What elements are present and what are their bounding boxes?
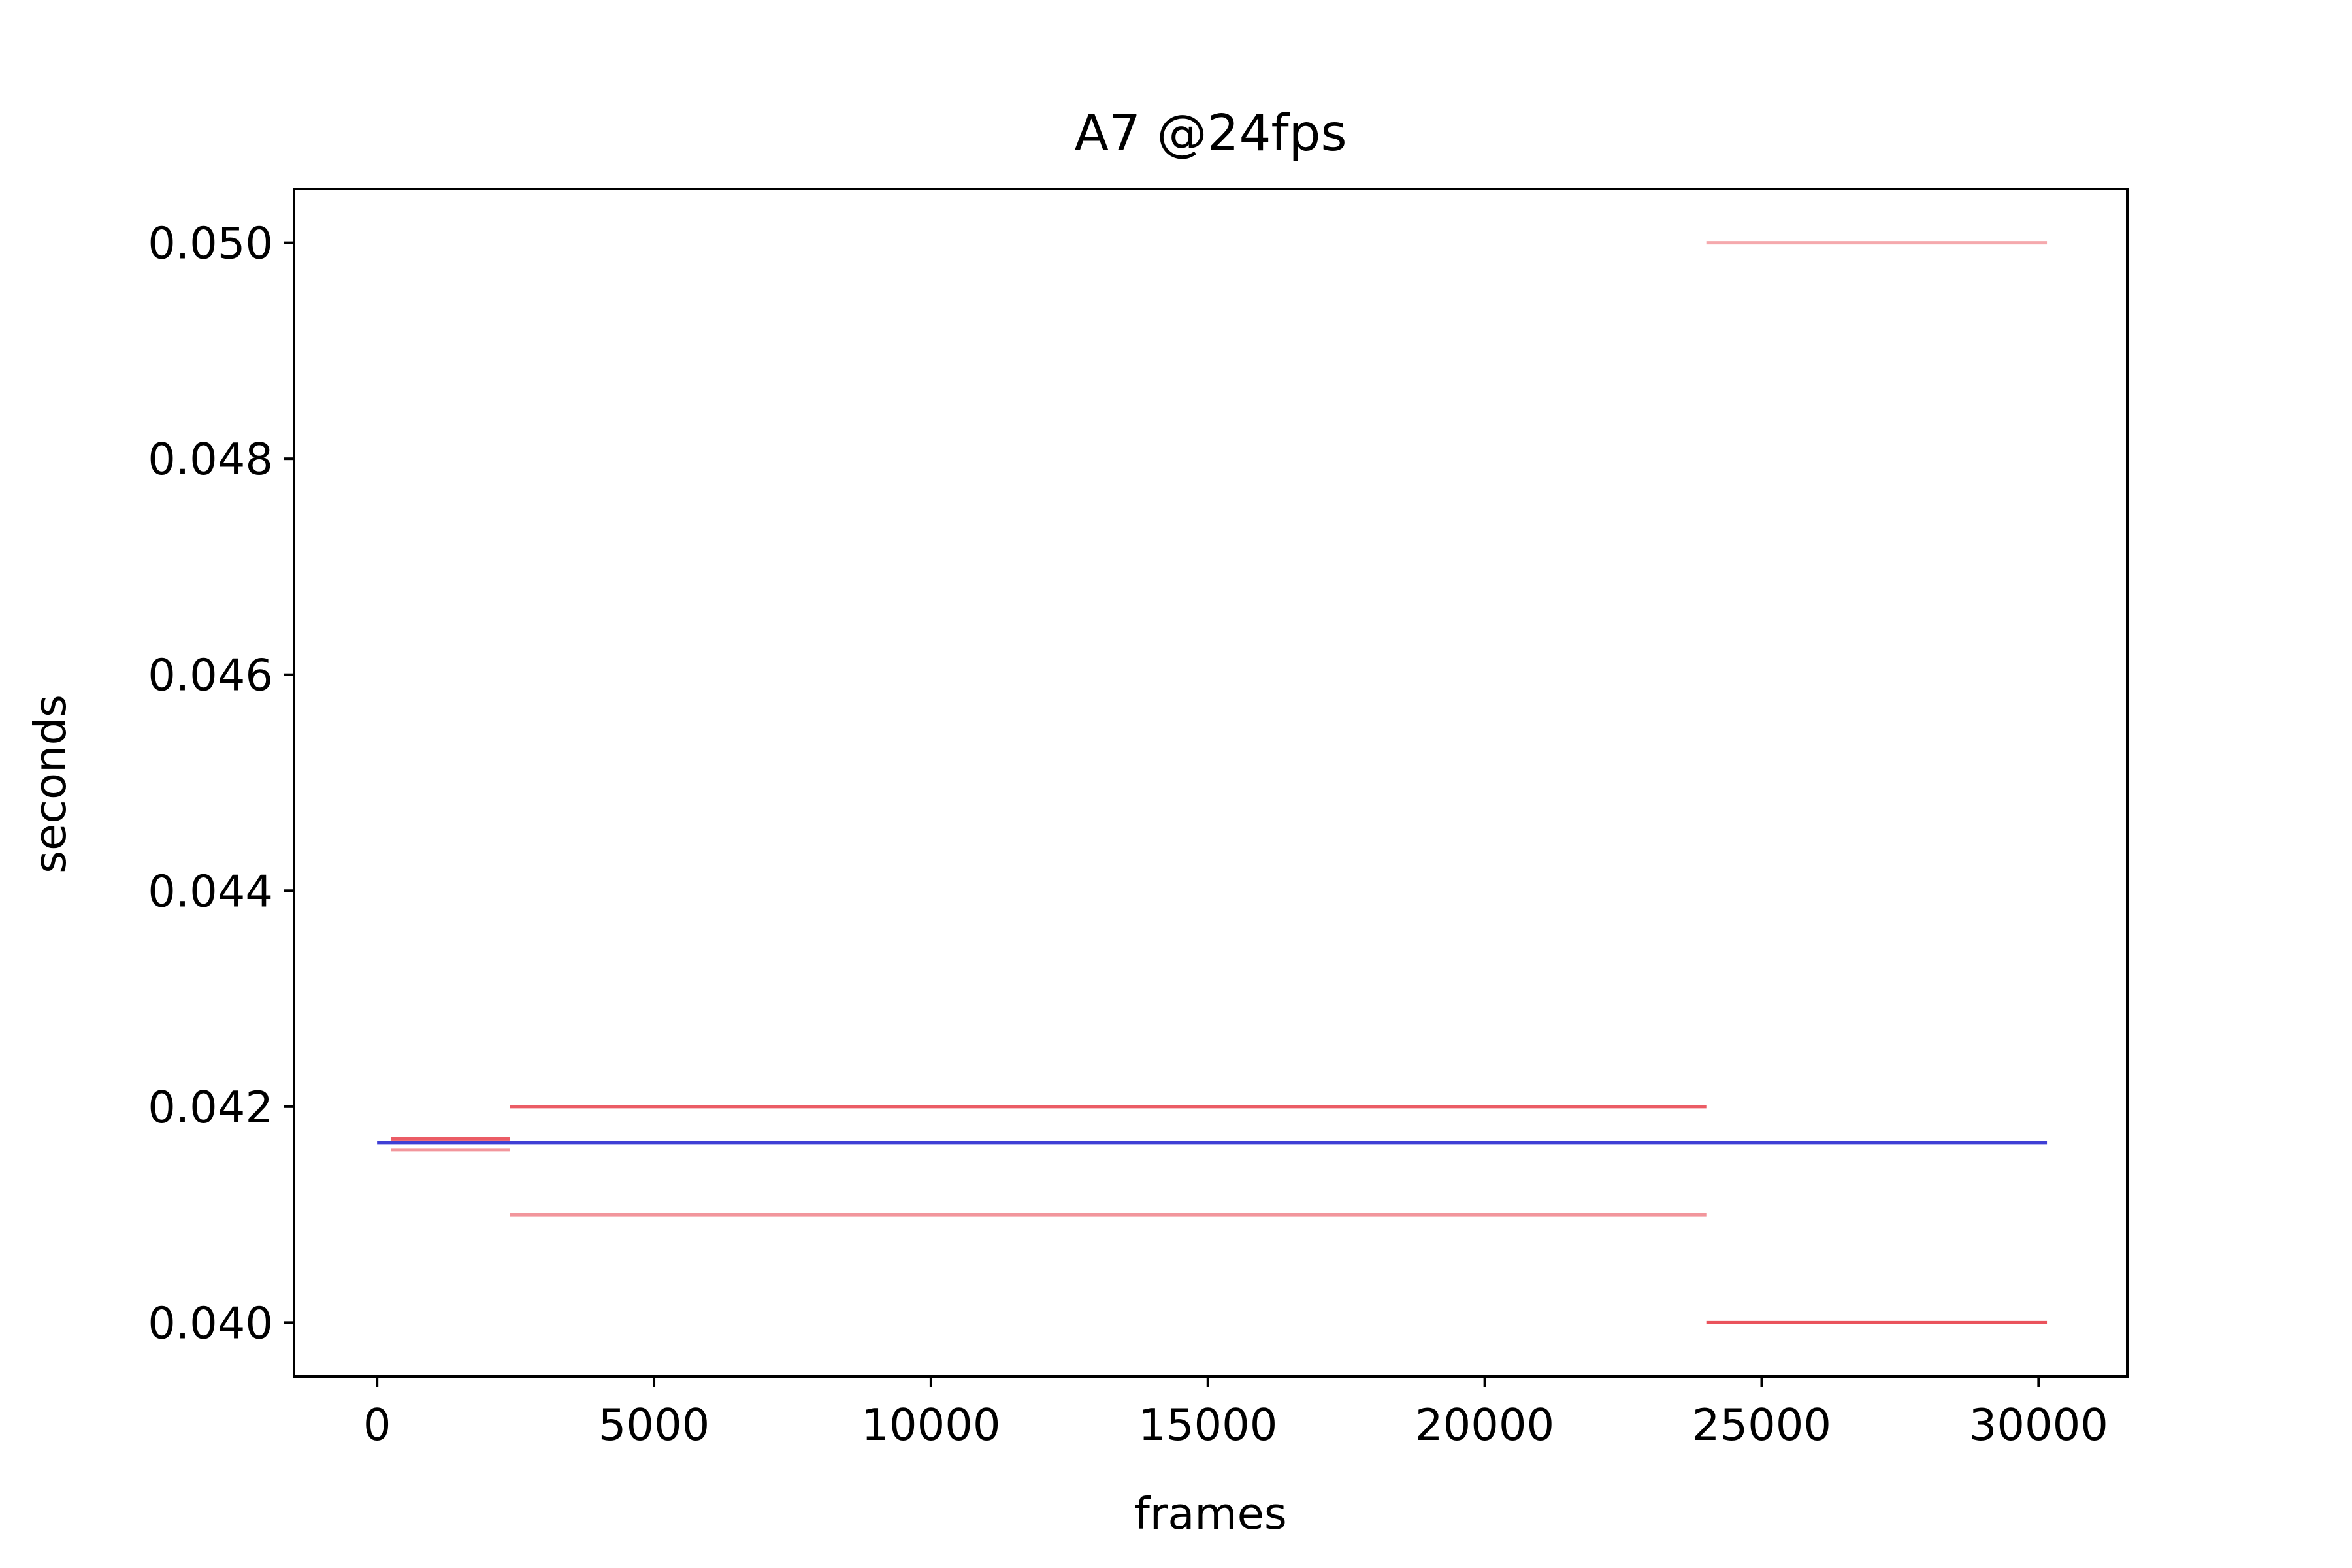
y-tick-label: 0.048 bbox=[148, 434, 273, 485]
y-tick-label: 0.050 bbox=[148, 218, 273, 269]
x-axis-label: frames bbox=[1134, 1488, 1287, 1539]
y-tick-label: 0.046 bbox=[148, 650, 273, 701]
y-axis-ticks: 0.040 0.042 0.044 0.046 0.048 0.050 bbox=[148, 218, 294, 1348]
y-tick-label: 0.040 bbox=[148, 1298, 273, 1348]
x-tick-label: 15000 bbox=[1138, 1399, 1277, 1450]
x-tick-label: 20000 bbox=[1415, 1399, 1554, 1450]
x-tick-label: 5000 bbox=[598, 1399, 710, 1450]
y-tick-label: 0.044 bbox=[148, 866, 273, 917]
chart-title: A7 @24fps bbox=[1074, 105, 1347, 163]
x-tick-label: 10000 bbox=[861, 1399, 1000, 1450]
x-axis-ticks: 0 5000 10000 15000 20000 25000 30000 bbox=[363, 1377, 2108, 1450]
x-tick-label: 25000 bbox=[1692, 1399, 1831, 1450]
y-axis-label: seconds bbox=[25, 694, 76, 874]
y-tick-label: 0.042 bbox=[148, 1082, 273, 1133]
plot-frame bbox=[293, 188, 2129, 1378]
plot-marks bbox=[377, 241, 2048, 1324]
x-tick-label: 30000 bbox=[1969, 1399, 2108, 1450]
x-tick-label: 0 bbox=[363, 1399, 391, 1450]
